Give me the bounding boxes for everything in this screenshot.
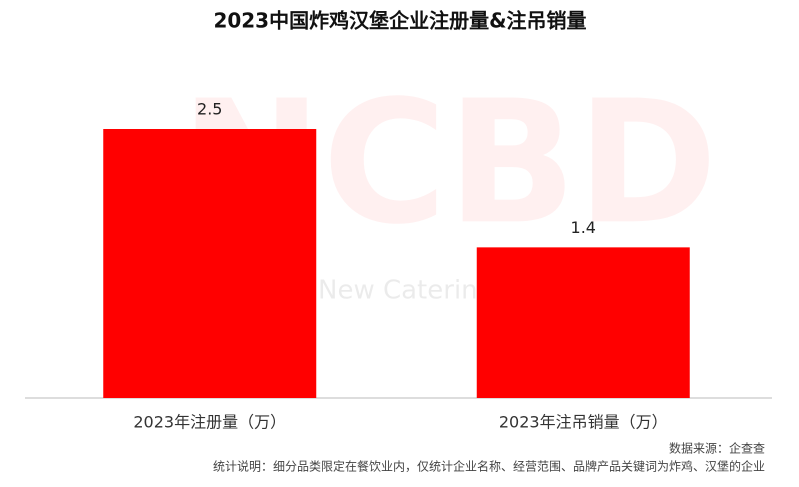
bar [476, 247, 690, 398]
data-label: 2.5 [197, 100, 222, 119]
x-tick-label: 2023年注吊销量（万） [499, 413, 668, 432]
note: 统计说明：细分品类限定在餐饮业内，仅统计企业名称、经营范围、品牌产品关键词为炸鸡… [213, 459, 765, 474]
bar [103, 129, 317, 398]
x-tick-label: 2023年注册量（万） [133, 413, 286, 432]
data-label: 1.4 [571, 218, 596, 237]
watermark-subtitle: New Catering [318, 276, 494, 306]
chart-title: 2023中国炸鸡汉堡企业注册量&注吊销量 [213, 9, 586, 33]
source: 数据来源：企查查 [669, 441, 765, 456]
